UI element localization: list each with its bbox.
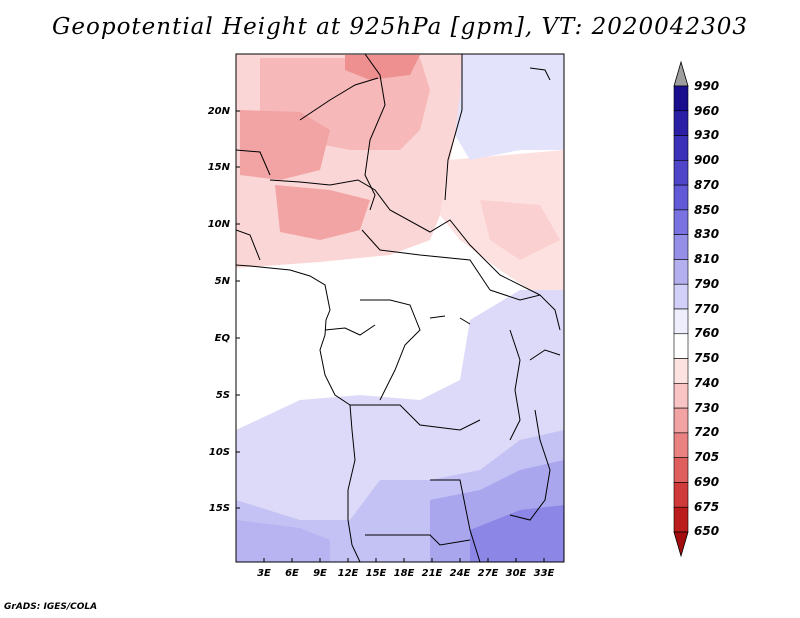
lat-label: EQ bbox=[215, 333, 231, 344]
colorbar-segment bbox=[673, 506, 689, 533]
lon-label: 27E bbox=[478, 568, 499, 579]
colorbar-label: 705 bbox=[694, 450, 719, 464]
colorbar-segment bbox=[673, 308, 689, 335]
lon-label: 30E bbox=[506, 568, 527, 579]
colorbar-label: 740 bbox=[694, 376, 719, 390]
colorbar-segment bbox=[673, 184, 689, 211]
lon-label: 18E bbox=[394, 568, 415, 579]
colorbar-label: 730 bbox=[694, 401, 719, 415]
lat-label: 10N bbox=[208, 219, 231, 230]
colorbar-segment bbox=[673, 457, 689, 483]
colorbar-label: 930 bbox=[694, 128, 719, 142]
lat-label: 10S bbox=[209, 447, 230, 458]
lat-axis: 20N 15N 10N 5N EQ 5S 10S 15S bbox=[208, 106, 240, 514]
boundaries bbox=[236, 54, 561, 562]
lon-label: 21E bbox=[422, 568, 443, 579]
colorbar-label: 960 bbox=[694, 104, 719, 118]
colorbar-label: 790 bbox=[694, 277, 719, 291]
lon-axis: 3E 6E 9E 12E 15E 18E 21E 24E 27E 30E 33E bbox=[257, 558, 555, 579]
colorbar-label: 990 bbox=[694, 79, 719, 93]
colorbar-label: 850 bbox=[694, 203, 719, 217]
colorbar bbox=[673, 60, 689, 558]
colorbar-label: 750 bbox=[694, 351, 719, 365]
colorbar-segment bbox=[673, 209, 689, 235]
colorbar-label: 720 bbox=[694, 425, 719, 439]
colorbar-label: 830 bbox=[694, 227, 719, 241]
lat-label: 15S bbox=[209, 503, 230, 514]
colorbar-segment bbox=[673, 333, 689, 359]
credit-label: GrADS: IGES/COLA bbox=[4, 602, 98, 612]
plot-frame bbox=[235, 53, 565, 563]
colorbar-segment bbox=[673, 259, 689, 285]
colorbar-label: 650 bbox=[694, 524, 719, 538]
colorbar-segment bbox=[673, 135, 689, 161]
colorbar-top-arrow bbox=[673, 60, 689, 87]
colorbar-segment bbox=[673, 432, 689, 458]
colorbar-label: 770 bbox=[694, 302, 719, 316]
colorbar-label: 870 bbox=[694, 178, 719, 192]
height-field bbox=[236, 54, 564, 562]
lon-label: 12E bbox=[338, 568, 359, 579]
lat-label: 15N bbox=[208, 162, 231, 173]
lon-label: 6E bbox=[285, 568, 299, 579]
colorbar-label: 900 bbox=[694, 153, 719, 167]
lon-label: 15E bbox=[366, 568, 387, 579]
colorbar-segment bbox=[673, 110, 689, 136]
colorbar-labels: 990 960 930 900 870 850 830 810 790 770 … bbox=[694, 79, 719, 538]
colorbar-segment bbox=[673, 482, 689, 508]
colorbar-segment bbox=[673, 407, 689, 434]
colorbar-segment bbox=[673, 283, 689, 310]
plot-title: Geopotential Height at 925hPa [gpm], VT:… bbox=[52, 14, 748, 40]
lon-label: 24E bbox=[450, 568, 471, 579]
lon-label: 3E bbox=[257, 568, 271, 579]
colorbar-label: 690 bbox=[694, 475, 719, 489]
colorbar-label: 760 bbox=[694, 326, 719, 340]
colorbar-bottom-arrow bbox=[673, 531, 689, 558]
lat-label: 5N bbox=[215, 276, 231, 287]
colorbar-segment bbox=[673, 383, 689, 409]
colorbar-segment bbox=[673, 85, 689, 112]
colorbar-label: 810 bbox=[694, 252, 719, 266]
lon-label: 33E bbox=[534, 568, 555, 579]
colorbar-label: 675 bbox=[694, 500, 719, 514]
colorbar-segment bbox=[673, 160, 689, 186]
lat-label: 20N bbox=[208, 106, 231, 117]
colorbar-segment bbox=[673, 358, 689, 384]
lat-label: 5S bbox=[216, 390, 230, 401]
lon-label: 9E bbox=[313, 568, 327, 579]
colorbar-segment bbox=[673, 234, 689, 260]
